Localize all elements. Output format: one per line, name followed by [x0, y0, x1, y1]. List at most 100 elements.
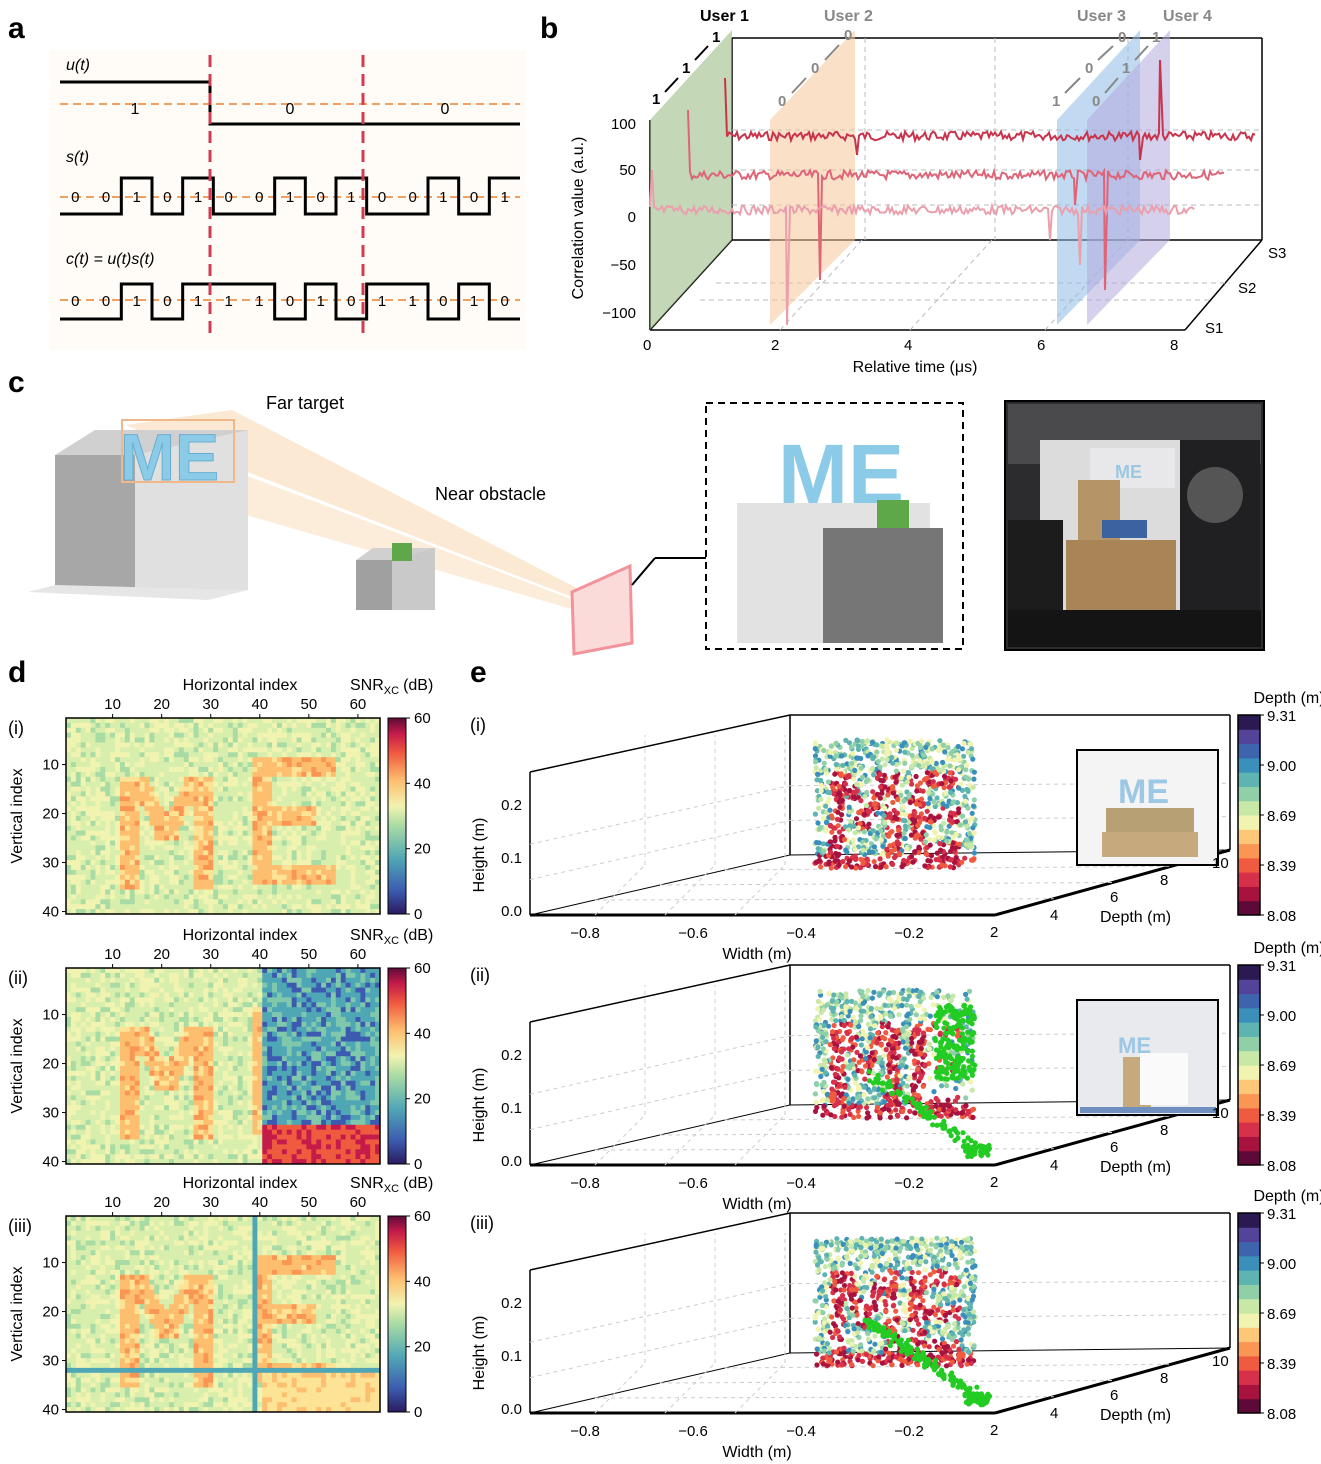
svg-text:0: 0	[643, 337, 651, 354]
b-axes-box	[649, 37, 1263, 331]
e-width-label: Width (m)	[722, 1196, 791, 1213]
callout-line-1	[631, 557, 656, 586]
e-height-tick: 0.1	[501, 1348, 522, 1365]
s-bit: 0	[255, 189, 263, 206]
d-xtick: 20	[153, 946, 170, 963]
e-cbar-tick: 9.31	[1267, 708, 1296, 725]
e-cbar-tick: 8.39	[1267, 858, 1296, 875]
d-ytick: 30	[42, 855, 59, 872]
svg-text:50: 50	[619, 162, 636, 179]
s-bit: 1	[194, 189, 202, 206]
d-ytick: 20	[42, 1304, 59, 1321]
d-xlabel: Horizontal index	[183, 677, 298, 694]
trace-s1	[649, 169, 1195, 326]
e-width-tick: −0.4	[786, 925, 816, 942]
e-sub-label: (ii)	[470, 965, 490, 985]
u-bit-1: 1	[131, 101, 140, 118]
d-xtick: 50	[301, 1194, 318, 1211]
s-waveform	[60, 176, 520, 216]
user-4-label: User 4	[1163, 8, 1212, 25]
s-bit: 1	[132, 189, 140, 206]
u-bit-3: 0	[441, 101, 450, 118]
s-bit: 1	[439, 189, 447, 206]
c-label: c(t) = u(t)s(t)	[66, 251, 154, 268]
panel-d: d 60 40 20 0 10 20 30 40 50 60 10 20 30 40 Horizontal …	[8, 656, 433, 1421]
depth-points-1	[812, 737, 978, 871]
cbar-tick: 40	[414, 1025, 431, 1042]
d-sub-label: (ii)	[8, 968, 28, 988]
depth-points-3	[812, 1235, 978, 1369]
svg-text:1: 1	[652, 91, 660, 108]
d-xtick: 60	[350, 1194, 367, 1211]
e-cbar-tick: 8.69	[1267, 808, 1296, 825]
e-height-label: Height (m)	[471, 818, 488, 893]
d-xtick: 10	[104, 696, 121, 713]
u-bit-2: 0	[286, 101, 295, 118]
snr-colorbar	[387, 967, 407, 1165]
near-obstacle-label: Near obstacle	[435, 484, 546, 504]
d-ytick: 10	[42, 757, 59, 774]
s-bit: 0	[102, 189, 110, 206]
depth-colorbar-3: 9.31 9.00 8.69 8.39 8.08	[1237, 1206, 1296, 1423]
e-height-label: Height (m)	[471, 1068, 488, 1143]
reference-dashes	[60, 103, 520, 301]
panel-b-letter: b	[540, 12, 558, 45]
e-depth-label: Depth (m)	[1100, 1159, 1171, 1176]
far-target-label: Far target	[266, 393, 344, 413]
d-ytick: 40	[42, 1402, 59, 1419]
svg-text:0: 0	[811, 60, 819, 77]
cbar-tick: 0	[414, 1404, 422, 1421]
d-ytick: 30	[42, 1353, 59, 1370]
s-bit: 0	[163, 189, 171, 206]
d-ytick: 10	[42, 1007, 59, 1024]
e-width-tick: −0.2	[894, 925, 924, 942]
e-cbar-title: Depth (m)	[1253, 690, 1321, 707]
svg-text:−100: −100	[602, 305, 636, 322]
s-label: s(t)	[66, 149, 89, 166]
cbar-tick: 60	[414, 1208, 431, 1225]
d-ylabel: Vertical index	[9, 1018, 26, 1113]
d-xtick: 30	[202, 1194, 219, 1211]
e-width-tick: −0.6	[678, 1423, 708, 1440]
e-cbar-title: Depth (m)	[1253, 1188, 1321, 1205]
c-bit: 0	[71, 293, 79, 310]
s-bit: 0	[224, 189, 232, 206]
e-height-tick: 0.0	[501, 1153, 522, 1170]
e-width-tick: −0.4	[786, 1423, 816, 1440]
s-bit: 1	[500, 189, 508, 206]
b-xticks: 0 2 4 6 8	[643, 337, 1178, 354]
s-bit: 0	[378, 189, 386, 206]
panel-d-letter: d	[8, 656, 26, 689]
e-width-label: Width (m)	[722, 1444, 791, 1461]
e-depth-tick: 8	[1160, 1122, 1168, 1139]
e-height-tick: 0.2	[501, 1047, 522, 1064]
d-xtick: 60	[350, 946, 367, 963]
c-bit: 1	[132, 293, 140, 310]
cbar-tick: 0	[414, 906, 422, 923]
d-ytick: 30	[42, 1105, 59, 1122]
e-cbar-tick: 9.31	[1267, 1206, 1296, 1223]
d-ytick: 10	[42, 1255, 59, 1272]
svg-text:1: 1	[682, 60, 690, 77]
c-bit: 0	[439, 293, 447, 310]
panel-c-letter: c	[8, 366, 25, 399]
d-xlabel: Horizontal index	[183, 927, 298, 944]
user-2-label: User 2	[824, 8, 873, 25]
inset-obstacle	[877, 500, 909, 528]
e-width-tick: −0.6	[678, 1175, 708, 1192]
s-bit: 0	[71, 189, 79, 206]
d-ytick: 20	[42, 806, 59, 823]
user-3-label: User 3	[1077, 8, 1126, 25]
panel-b: b	[540, 8, 1286, 376]
e-depth-tick: 10	[1212, 1353, 1229, 1370]
d-xtick: 40	[251, 1194, 268, 1211]
e-width-tick: −0.2	[894, 1175, 924, 1192]
trace-s2	[687, 109, 1225, 291]
e-depth-tick: 6	[1110, 1387, 1118, 1404]
d-xtick: 40	[251, 946, 268, 963]
cbar-tick: 40	[414, 1273, 431, 1290]
svg-text:S1: S1	[1205, 320, 1223, 337]
svg-text:1: 1	[1052, 93, 1060, 110]
